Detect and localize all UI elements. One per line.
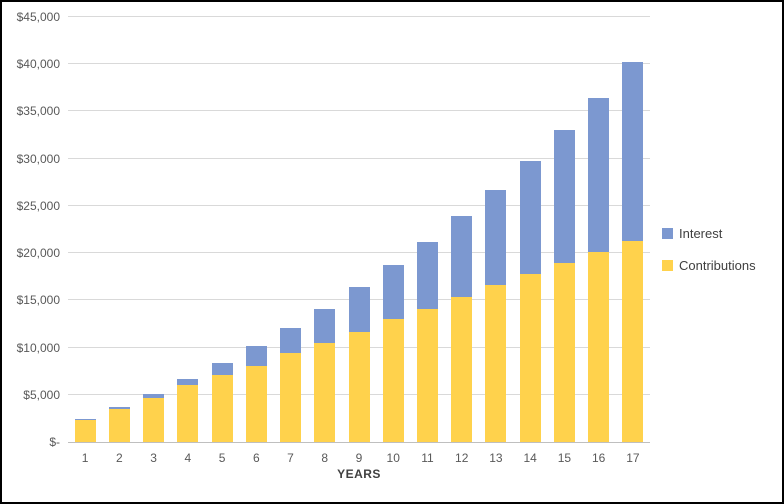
bar-year-5 <box>211 362 233 442</box>
segment-contributions <box>416 308 438 442</box>
segment-contributions <box>108 408 130 442</box>
x-tick-label: 1 <box>81 451 89 465</box>
segment-contributions <box>622 240 644 442</box>
gridline <box>68 157 650 159</box>
segment-contributions <box>177 385 199 442</box>
segment-contributions <box>74 420 96 442</box>
y-tick-label: $45,000 <box>16 10 60 24</box>
x-tick-label: 5 <box>218 451 226 465</box>
segment-contributions <box>211 374 233 442</box>
bar-year-7 <box>280 327 302 442</box>
bar-year-11 <box>416 241 438 442</box>
segment-interest <box>348 287 370 332</box>
plot-area <box>68 16 650 443</box>
segment-interest <box>416 241 438 309</box>
segment-contributions <box>519 273 541 442</box>
gridline <box>68 252 650 254</box>
x-tick-label: 16 <box>591 451 606 465</box>
segment-interest <box>314 308 336 343</box>
segment-contributions <box>451 296 473 442</box>
segment-interest <box>108 407 130 409</box>
x-tick-label: 17 <box>626 451 640 465</box>
segment-contributions <box>280 353 302 442</box>
segment-contributions <box>588 252 610 442</box>
gridline <box>68 204 650 206</box>
bar-year-6 <box>245 345 267 442</box>
bar-year-4 <box>177 378 199 442</box>
x-tick-label: 9 <box>355 451 363 465</box>
y-tick-label: $25,000 <box>16 198 60 213</box>
bar-year-15 <box>553 130 575 442</box>
bar-year-2 <box>108 407 130 442</box>
segment-interest <box>382 265 404 320</box>
segment-contributions <box>553 262 575 442</box>
y-tick-label: $30,000 <box>16 151 60 166</box>
segment-contributions <box>348 331 370 442</box>
y-tick-label: $10,000 <box>16 340 60 355</box>
segment-interest <box>622 62 644 241</box>
chart-legend: Interest Contributions <box>662 226 756 273</box>
bar-year-12 <box>451 216 473 442</box>
bar-year-13 <box>485 189 507 442</box>
segment-contributions <box>382 319 404 442</box>
y-tick-label: $- <box>49 435 60 449</box>
segment-interest <box>588 98 610 253</box>
y-tick-label: $15,000 <box>16 293 60 308</box>
y-tick-label: $35,000 <box>16 104 60 119</box>
x-tick-label: 3 <box>150 451 157 465</box>
x-tick-label: 12 <box>455 451 469 465</box>
legend-swatch-icon <box>662 228 673 239</box>
gridline <box>68 110 650 112</box>
bar-year-8 <box>314 308 336 442</box>
segment-interest <box>245 345 267 366</box>
bar-year-14 <box>519 160 541 442</box>
bar-year-9 <box>348 287 370 442</box>
x-tick-label: 4 <box>184 451 192 465</box>
segment-interest <box>280 327 302 354</box>
segment-interest <box>143 393 165 398</box>
x-tick-label: 2 <box>116 451 123 465</box>
x-tick-label: 15 <box>557 451 572 465</box>
x-tick-label: 6 <box>252 451 260 465</box>
segment-contributions <box>245 365 267 442</box>
x-tick-label: 11 <box>421 451 434 465</box>
x-tick-label: 10 <box>386 451 400 465</box>
bar-year-17 <box>622 62 644 442</box>
x-tick-label: 13 <box>489 451 503 465</box>
legend-label: Contributions <box>679 258 756 273</box>
segment-contributions <box>485 285 507 442</box>
x-tick-label: 7 <box>287 451 294 465</box>
x-tick-label: 8 <box>321 451 329 465</box>
bar-year-10 <box>382 265 404 442</box>
y-tick-label: $40,000 <box>16 57 60 72</box>
bar-year-16 <box>588 98 610 442</box>
legend-swatch-icon <box>662 260 673 271</box>
segment-interest <box>74 419 96 421</box>
bar-year-3 <box>143 393 165 442</box>
gridline <box>68 63 650 65</box>
y-tick-label: $20,000 <box>16 246 60 261</box>
segment-interest <box>177 378 199 386</box>
segment-interest <box>519 160 541 274</box>
x-axis-line <box>68 442 650 443</box>
segment-interest <box>211 362 233 375</box>
x-tick-label: 14 <box>523 451 537 465</box>
segment-contributions <box>314 342 336 442</box>
legend-label: Interest <box>679 226 723 241</box>
segment-interest <box>451 216 473 297</box>
y-tick-label: $5,000 <box>23 387 60 402</box>
legend-item-contributions: Contributions <box>662 258 756 273</box>
x-axis-title: YEARS <box>337 467 381 481</box>
segment-interest <box>485 189 507 286</box>
gridline <box>68 16 650 17</box>
legend-item-interest: Interest <box>662 226 756 241</box>
bar-year-1 <box>74 419 96 442</box>
segment-interest <box>553 130 575 263</box>
segment-contributions <box>143 397 165 442</box>
